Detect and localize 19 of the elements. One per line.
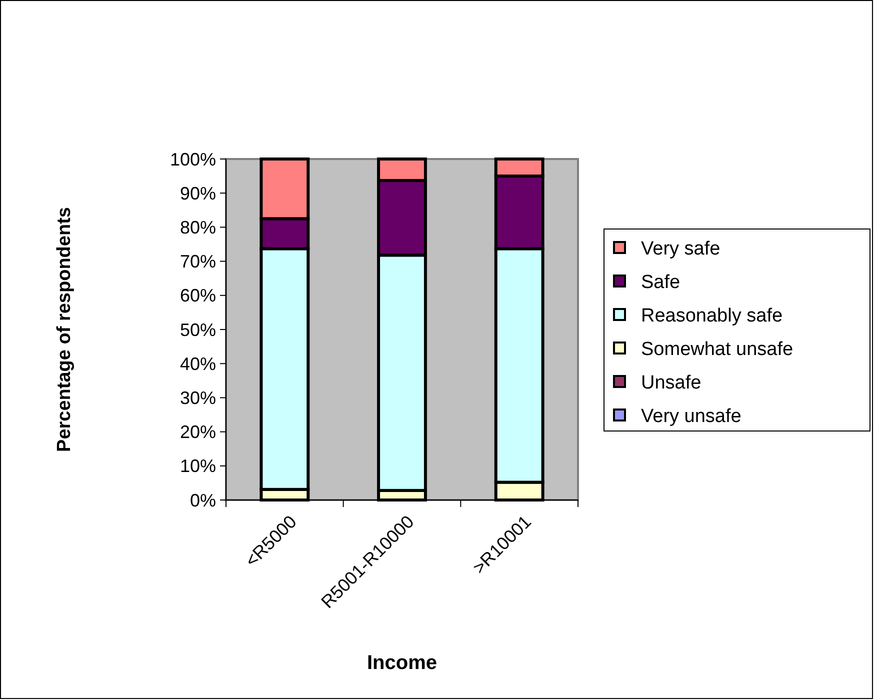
y-axis-title: Percentage of respondents xyxy=(54,207,75,452)
y-tick-label: 20% xyxy=(180,422,216,442)
y-tick-label: 90% xyxy=(180,183,216,204)
y-tick-label: 60% xyxy=(180,286,216,306)
y-tick-label: 100% xyxy=(170,149,216,170)
legend-label: Safe xyxy=(641,272,680,294)
y-tick-label: 0% xyxy=(190,490,216,510)
y-tick-label: 10% xyxy=(180,456,216,476)
y-tick-label: 50% xyxy=(180,320,216,340)
legend-label: Somewhat unsafe xyxy=(641,339,794,360)
y-tick-label: 70% xyxy=(180,252,216,272)
x-axis-title: Income xyxy=(366,652,438,674)
y-tick-label: 80% xyxy=(180,218,216,238)
legend-label: Unsafe xyxy=(641,372,702,394)
legend-label: Very safe xyxy=(641,238,720,260)
y-tick-label: 30% xyxy=(180,388,216,408)
y-tick-label: 40% xyxy=(180,354,216,374)
legend-label: Very unsafe xyxy=(641,406,742,428)
legend-label: Reasonably safe xyxy=(641,306,783,327)
